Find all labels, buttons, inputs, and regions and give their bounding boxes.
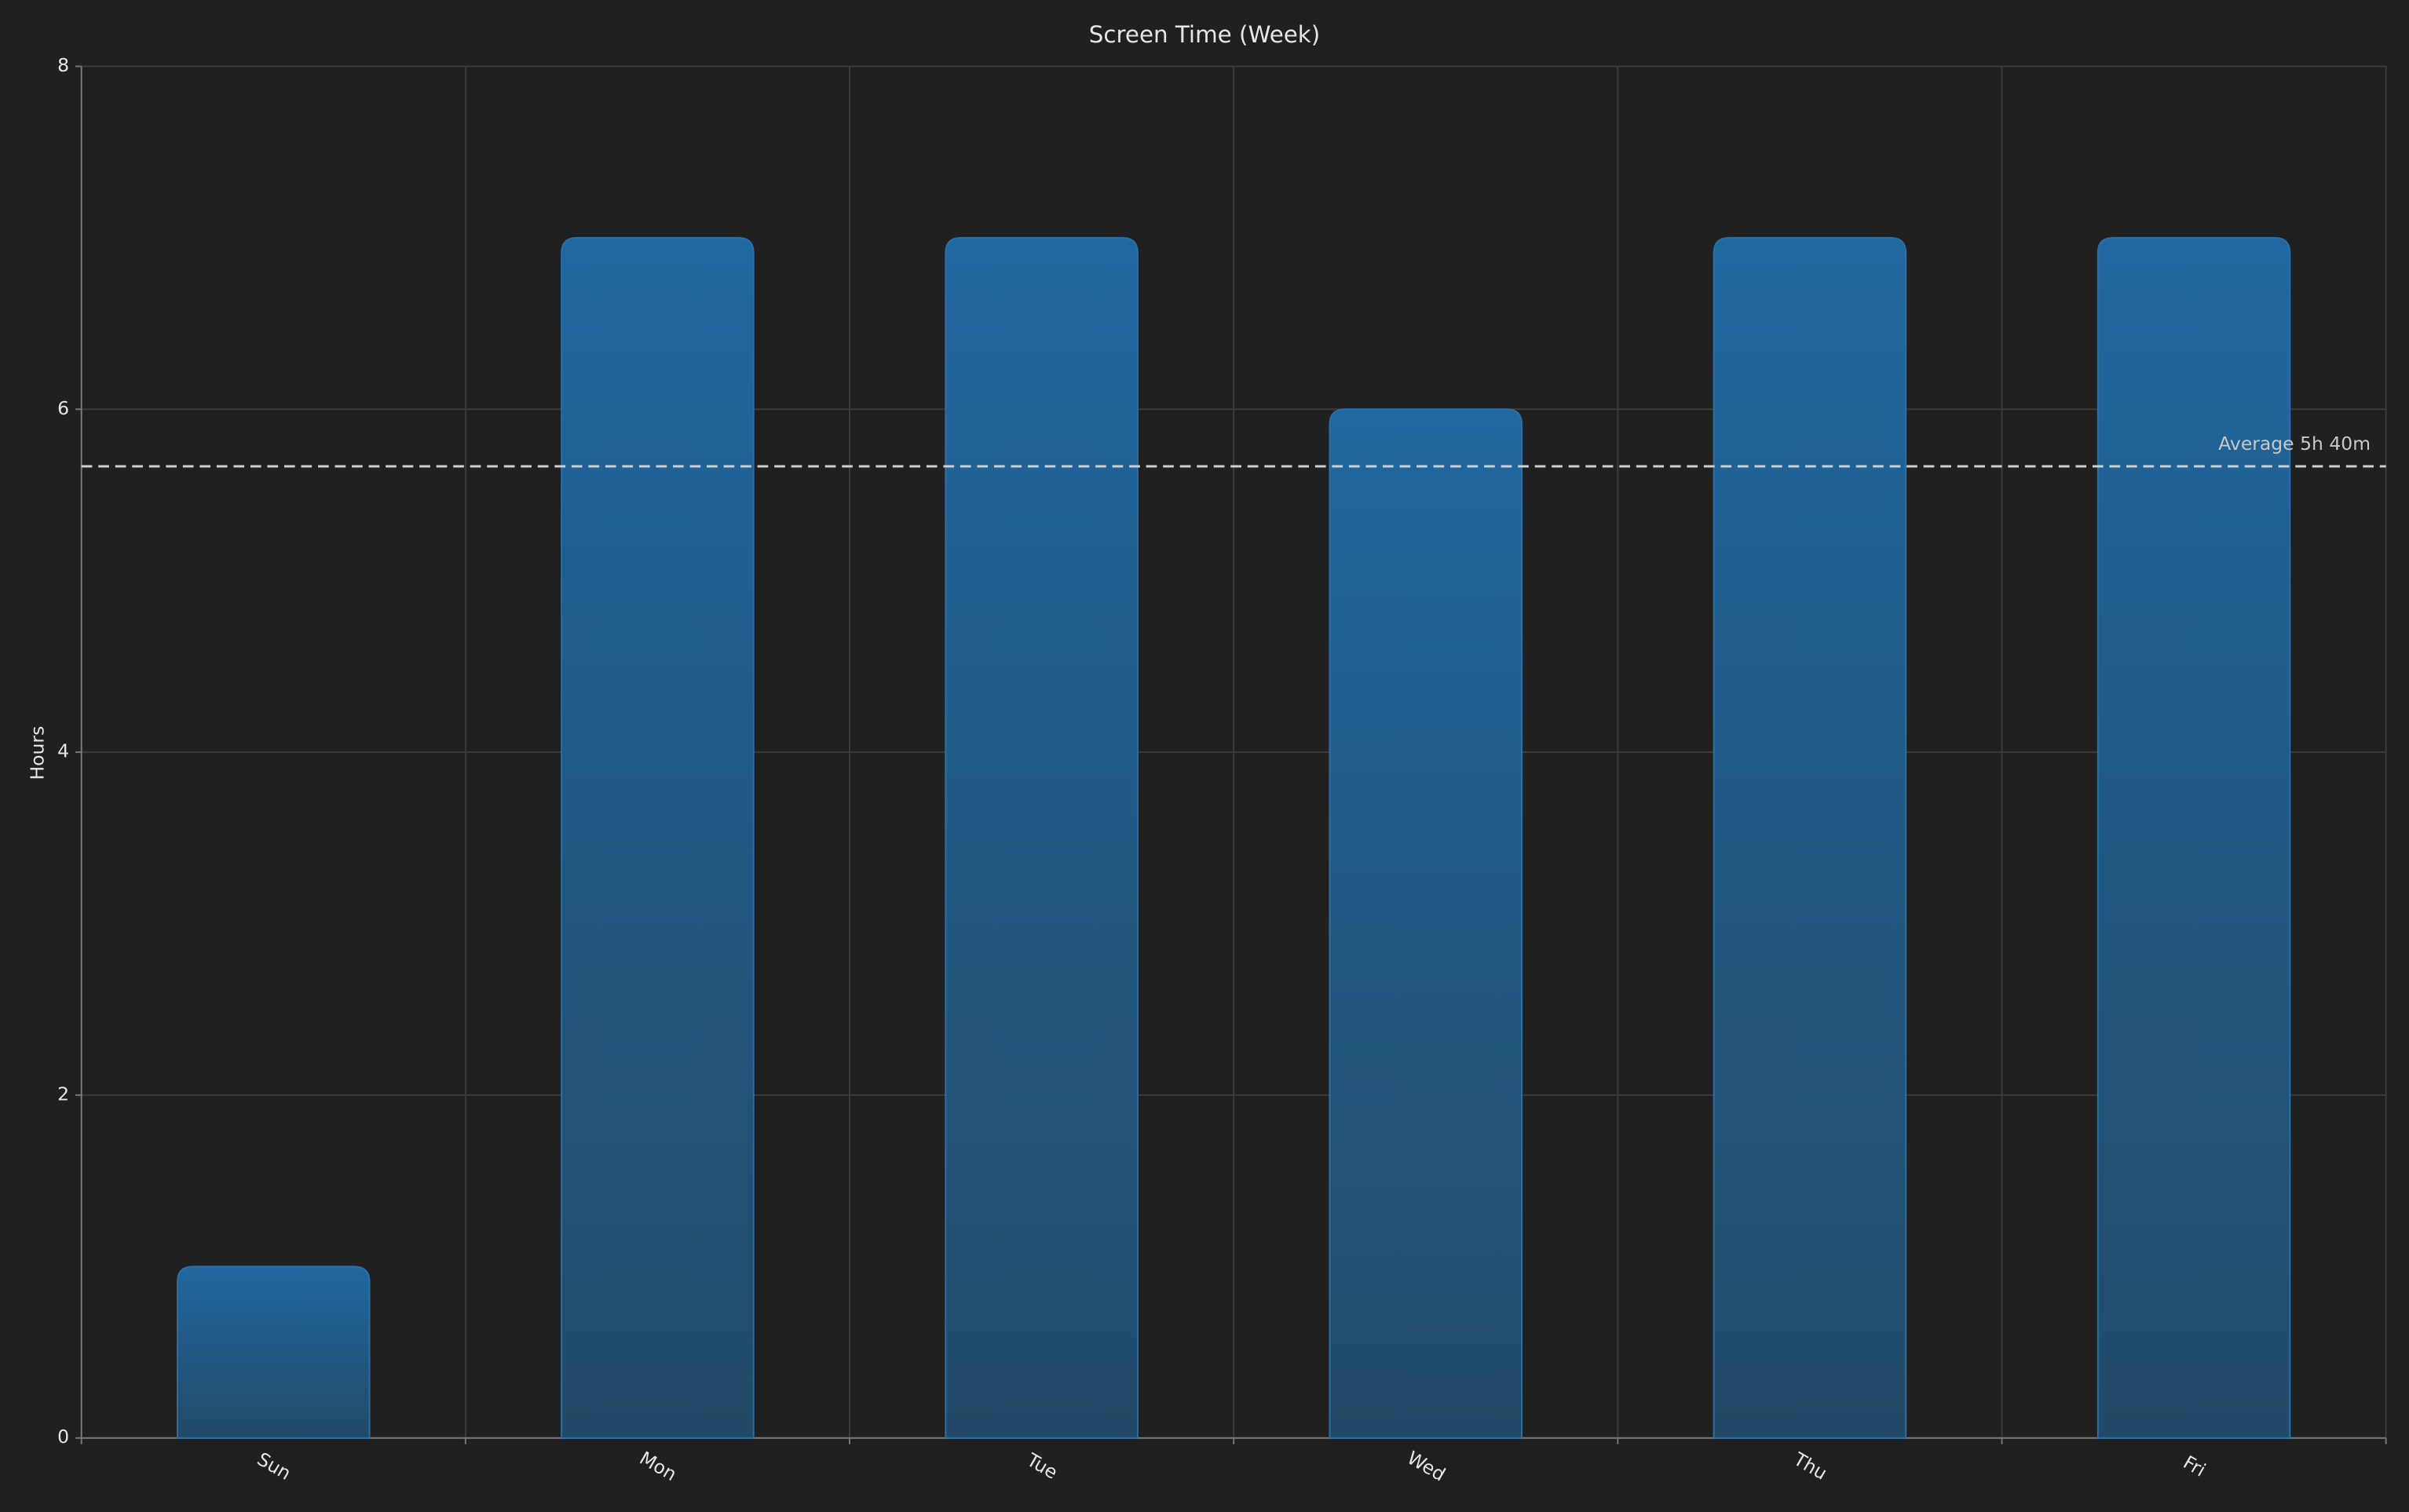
y-tick-label: 2 <box>57 1083 69 1105</box>
bar <box>1329 408 1523 1439</box>
chart-title: Screen Time (Week) <box>1089 21 1320 48</box>
y-axis-label: Hours <box>26 726 48 780</box>
bar <box>1713 236 1907 1439</box>
bar <box>945 236 1139 1439</box>
average-label: Average 5h 40m <box>2218 433 2371 455</box>
y-tick-label: 6 <box>57 397 69 419</box>
bar <box>2096 236 2291 1439</box>
y-tick-label: 4 <box>57 740 69 762</box>
bar <box>177 1265 371 1439</box>
y-tick-label: 8 <box>57 54 69 76</box>
bar <box>561 236 755 1439</box>
y-tick-label: 0 <box>57 1426 69 1448</box>
